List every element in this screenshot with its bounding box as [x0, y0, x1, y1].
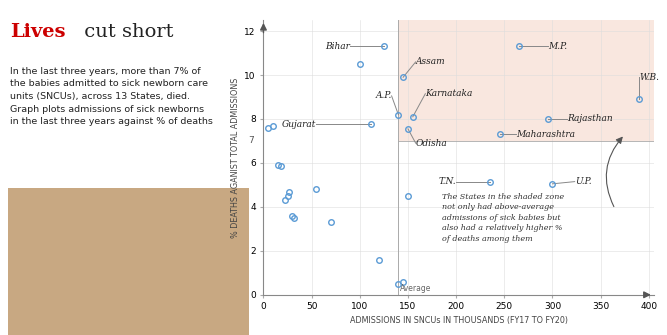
Text: In the last three years, more than 7% of
the babies admitted to sick newborn car: In the last three years, more than 7% of… [10, 67, 213, 126]
Y-axis label: % DEATHS AGANIST TOTAL ADMISSIONS: % DEATHS AGANIST TOTAL ADMISSIONS [231, 77, 240, 238]
Text: Assam: Assam [416, 57, 446, 66]
Text: Maharashtra: Maharashtra [516, 130, 575, 139]
Text: Rajasthan: Rajasthan [567, 115, 612, 124]
Text: Odisha: Odisha [416, 139, 448, 148]
X-axis label: ADMISSIONS IN SNCUs IN THOUSANDS (FY17 TO FY20): ADMISSIONS IN SNCUs IN THOUSANDS (FY17 T… [350, 316, 568, 325]
Bar [398, 20, 654, 141]
Text: Average: Average [400, 284, 432, 293]
Text: Gujarat: Gujarat [282, 120, 316, 129]
Text: Lives: Lives [10, 23, 66, 42]
Text: 7: 7 [248, 136, 254, 145]
Text: Karnataka: Karnataka [426, 89, 473, 98]
Text: U.P.: U.P. [575, 177, 591, 186]
Text: M.P.: M.P. [548, 42, 567, 51]
Text: The States in the shaded zone
not only had above-average
admissions of sick babi: The States in the shaded zone not only h… [442, 193, 564, 243]
Text: Bihar: Bihar [325, 42, 350, 51]
Text: W.B.: W.B. [639, 73, 659, 82]
Text: A.P.: A.P. [376, 91, 392, 100]
Text: cut short: cut short [78, 23, 174, 42]
Text: T.N.: T.N. [438, 177, 456, 186]
Bar [8, 188, 249, 335]
